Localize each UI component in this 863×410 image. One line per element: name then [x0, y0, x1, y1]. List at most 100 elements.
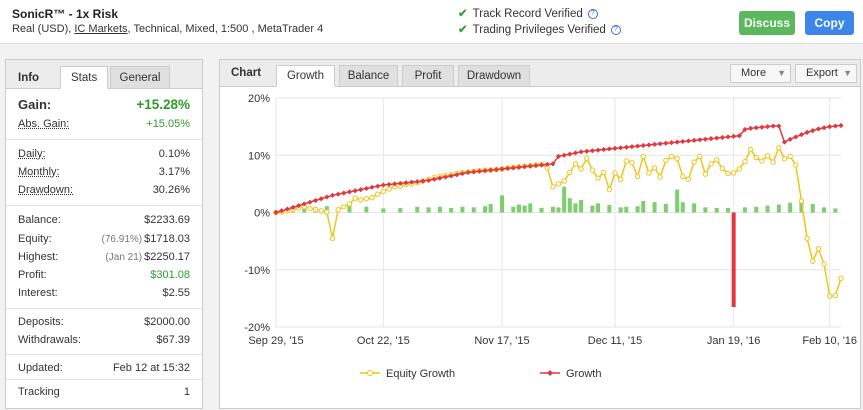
- chart-tabs: Chart Growth Balance Profit Drawdown Mor…: [220, 60, 860, 87]
- stat-value: $1718.03: [144, 233, 190, 245]
- equity-point: [776, 145, 782, 151]
- positive-bar: [799, 201, 804, 213]
- equity-point: [838, 275, 844, 282]
- discuss-button[interactable]: Discuss: [739, 11, 795, 35]
- divider: [6, 139, 202, 140]
- export-dropdown[interactable]: Export ▼: [795, 64, 857, 83]
- positive-bar: [381, 208, 386, 213]
- stat-label[interactable]: Abs. Gain:: [18, 118, 70, 130]
- growth-point: [482, 168, 488, 174]
- tab-drawdown[interactable]: Drawdown: [458, 65, 530, 87]
- positive-bar: [364, 206, 369, 213]
- growth-point: [776, 123, 782, 129]
- y-tick-label: -10%: [244, 265, 270, 277]
- equity-point: [572, 161, 579, 167]
- equity-point: [764, 153, 771, 159]
- growth-point: [312, 197, 319, 204]
- tab-stats[interactable]: Stats: [60, 66, 109, 89]
- stat-value: +15.05%: [146, 118, 190, 130]
- x-tick-label: Sep 29, '15: [248, 335, 303, 347]
- growth-point: [403, 180, 409, 186]
- growth-point: [397, 180, 403, 186]
- stat-value: 30.26%: [152, 184, 190, 196]
- tab-general[interactable]: General: [110, 66, 170, 89]
- stat-value: 1: [183, 386, 190, 398]
- stat-label: Interest:: [18, 287, 58, 299]
- positive-bar: [539, 207, 544, 213]
- verification-label: Trading Privileges Verified: [472, 24, 606, 36]
- copy-button[interactable]: Copy: [805, 11, 854, 35]
- growth-point: [324, 194, 330, 200]
- equity-point: [747, 146, 754, 153]
- help-icon[interactable]: ?: [587, 8, 598, 19]
- tab-profit[interactable]: Profit: [402, 65, 454, 87]
- equity-point: [346, 201, 353, 207]
- help-icon[interactable]: ?: [610, 24, 621, 35]
- x-tick-label: Jan 19, '16: [707, 335, 760, 347]
- growth-point: [471, 169, 477, 175]
- equity-point: [606, 186, 613, 193]
- growth-point: [804, 129, 810, 135]
- positive-bar: [415, 206, 420, 213]
- growth-point: [550, 161, 556, 167]
- positive-bar: [573, 203, 578, 213]
- equity-point: [821, 261, 827, 267]
- tab-growth[interactable]: Growth: [276, 65, 335, 87]
- equity-point: [380, 188, 387, 195]
- growth-point: [499, 166, 505, 172]
- equity-point: [810, 258, 816, 264]
- positive-bar: [618, 207, 623, 213]
- equity-point: [691, 159, 697, 165]
- growth-point: [341, 190, 347, 196]
- equity-point: [804, 235, 810, 241]
- track-record-verified: ✔ Track Record Verified?: [458, 6, 598, 20]
- stat-note: (76.91%): [101, 234, 143, 245]
- y-tick-label: -20%: [244, 322, 270, 334]
- more-dropdown[interactable]: More ▼: [730, 64, 791, 83]
- stat-label[interactable]: Daily:: [18, 148, 46, 160]
- broker-link[interactable]: IC Markets: [74, 23, 128, 35]
- growth-point: [273, 209, 279, 216]
- equity-point: [589, 167, 596, 173]
- growth-point: [318, 196, 324, 202]
- stat-value: $2.55: [162, 287, 190, 299]
- equity-point: [341, 204, 347, 210]
- chart-panel: Chart Growth Balance Profit Drawdown Mor…: [219, 59, 861, 409]
- equity-point: [753, 154, 759, 161]
- stat-label[interactable]: Drawdown:: [18, 184, 74, 196]
- growth-point: [358, 187, 364, 193]
- caret-down-icon: ▼: [843, 68, 852, 78]
- equity-point: [663, 157, 669, 164]
- positive-bar: [516, 204, 521, 213]
- tab-balance[interactable]: Balance: [339, 65, 398, 87]
- equity-point: [742, 158, 748, 165]
- stat-drawdown: Drawdown: 30.26%: [18, 181, 190, 199]
- growth-point: [522, 164, 528, 170]
- positive-bar: [449, 207, 454, 213]
- positive-bar: [398, 207, 403, 213]
- legend-label: Equity Growth: [386, 368, 455, 380]
- growth-point: [578, 149, 584, 155]
- stat-tracking: Tracking 1: [18, 383, 190, 401]
- stat-highest: Highest: (Jan 21) $2250.17: [18, 248, 190, 266]
- stat-label[interactable]: Monthly:: [18, 166, 60, 178]
- equity-point: [601, 169, 607, 176]
- equity-point: [307, 205, 313, 212]
- growth-point: [748, 125, 754, 131]
- growth-point: [680, 138, 686, 145]
- positive-bar: [500, 195, 504, 213]
- equity-point: [781, 155, 788, 162]
- x-tick-label: Feb 10, '16: [802, 335, 857, 347]
- growth-point: [572, 150, 579, 156]
- equity-point: [363, 196, 370, 202]
- equity-point: [832, 292, 839, 299]
- growth-point: [708, 136, 714, 142]
- growth-point: [595, 147, 601, 153]
- positive-bar: [703, 207, 708, 213]
- system-description: Real (USD), IC Markets, Technical, Mixed…: [12, 23, 323, 35]
- equity-point: [375, 191, 381, 197]
- growth-point: [770, 123, 776, 129]
- system-header: SonicR™ - 1x Risk Real (USD), IC Markets…: [0, 0, 863, 44]
- stat-daily: Daily: 0.10%: [18, 145, 190, 163]
- positive-bar: [596, 203, 601, 213]
